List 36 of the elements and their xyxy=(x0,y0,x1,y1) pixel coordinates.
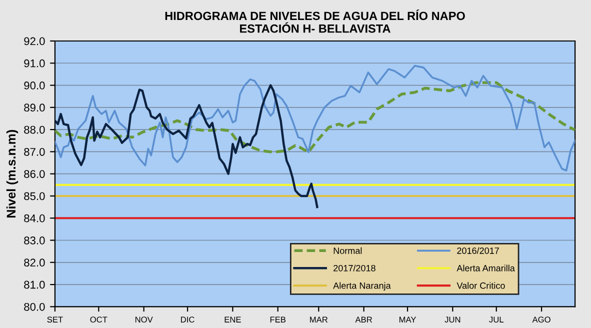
line-series xyxy=(54,81,576,154)
x-tick-label: JUL xyxy=(489,316,504,323)
y-axis-title: Nivel (m.s.n.m) xyxy=(6,130,18,218)
y-tick-label: 85.0 xyxy=(24,192,45,200)
x-tick-label: ENE xyxy=(224,316,241,322)
x-tick-label: MAR xyxy=(310,316,328,322)
x-tick-label: ABR xyxy=(355,316,372,322)
legend-label: 2017/2018 xyxy=(334,264,376,272)
y-tick-label: 84.0 xyxy=(24,214,45,222)
legend-label: Valor Critico xyxy=(456,282,505,289)
x-tick-label: JUN xyxy=(444,316,460,323)
x-tick-label: SET xyxy=(47,316,63,323)
x-tick-label: FEB xyxy=(270,316,286,322)
y-tick-label: 89.0 xyxy=(24,104,45,112)
y-tick-label: 90.0 xyxy=(24,82,45,90)
line-series xyxy=(54,64,576,172)
x-tick-label: OCT xyxy=(90,316,108,323)
chart-title: HIDROGRAMA DE NIVELES DE AGUA DEL RÍO NAPO ESTACIÓN H- BELLAVISTA xyxy=(165,9,465,33)
x-tick-label: AGO xyxy=(532,316,550,323)
y-tick-label: 91.0 xyxy=(24,59,45,68)
x-tick-label: MAY xyxy=(399,316,416,322)
legend-label: Normal xyxy=(334,247,362,254)
y-tick-label: 81.0 xyxy=(24,280,45,289)
y-tick-label: 92.0 xyxy=(24,37,45,46)
y-tick-label: 87.0 xyxy=(24,148,45,156)
y-tick-label: 80.0 xyxy=(24,302,45,311)
legend-label: Alerta Amarilla xyxy=(456,264,515,272)
y-tick-label: 82.0 xyxy=(24,258,45,267)
y-tick-label: 83.0 xyxy=(24,236,45,244)
y-tick-label: 88.0 xyxy=(24,126,45,134)
legend-label: Alerta Naranja xyxy=(333,282,391,291)
legend-label: 2016/2017 xyxy=(457,247,499,254)
x-tick-label: DIC xyxy=(181,316,194,323)
y-tick-label: 86.0 xyxy=(24,170,45,178)
line-series xyxy=(54,84,318,208)
x-tick-label: NOV xyxy=(135,316,153,323)
